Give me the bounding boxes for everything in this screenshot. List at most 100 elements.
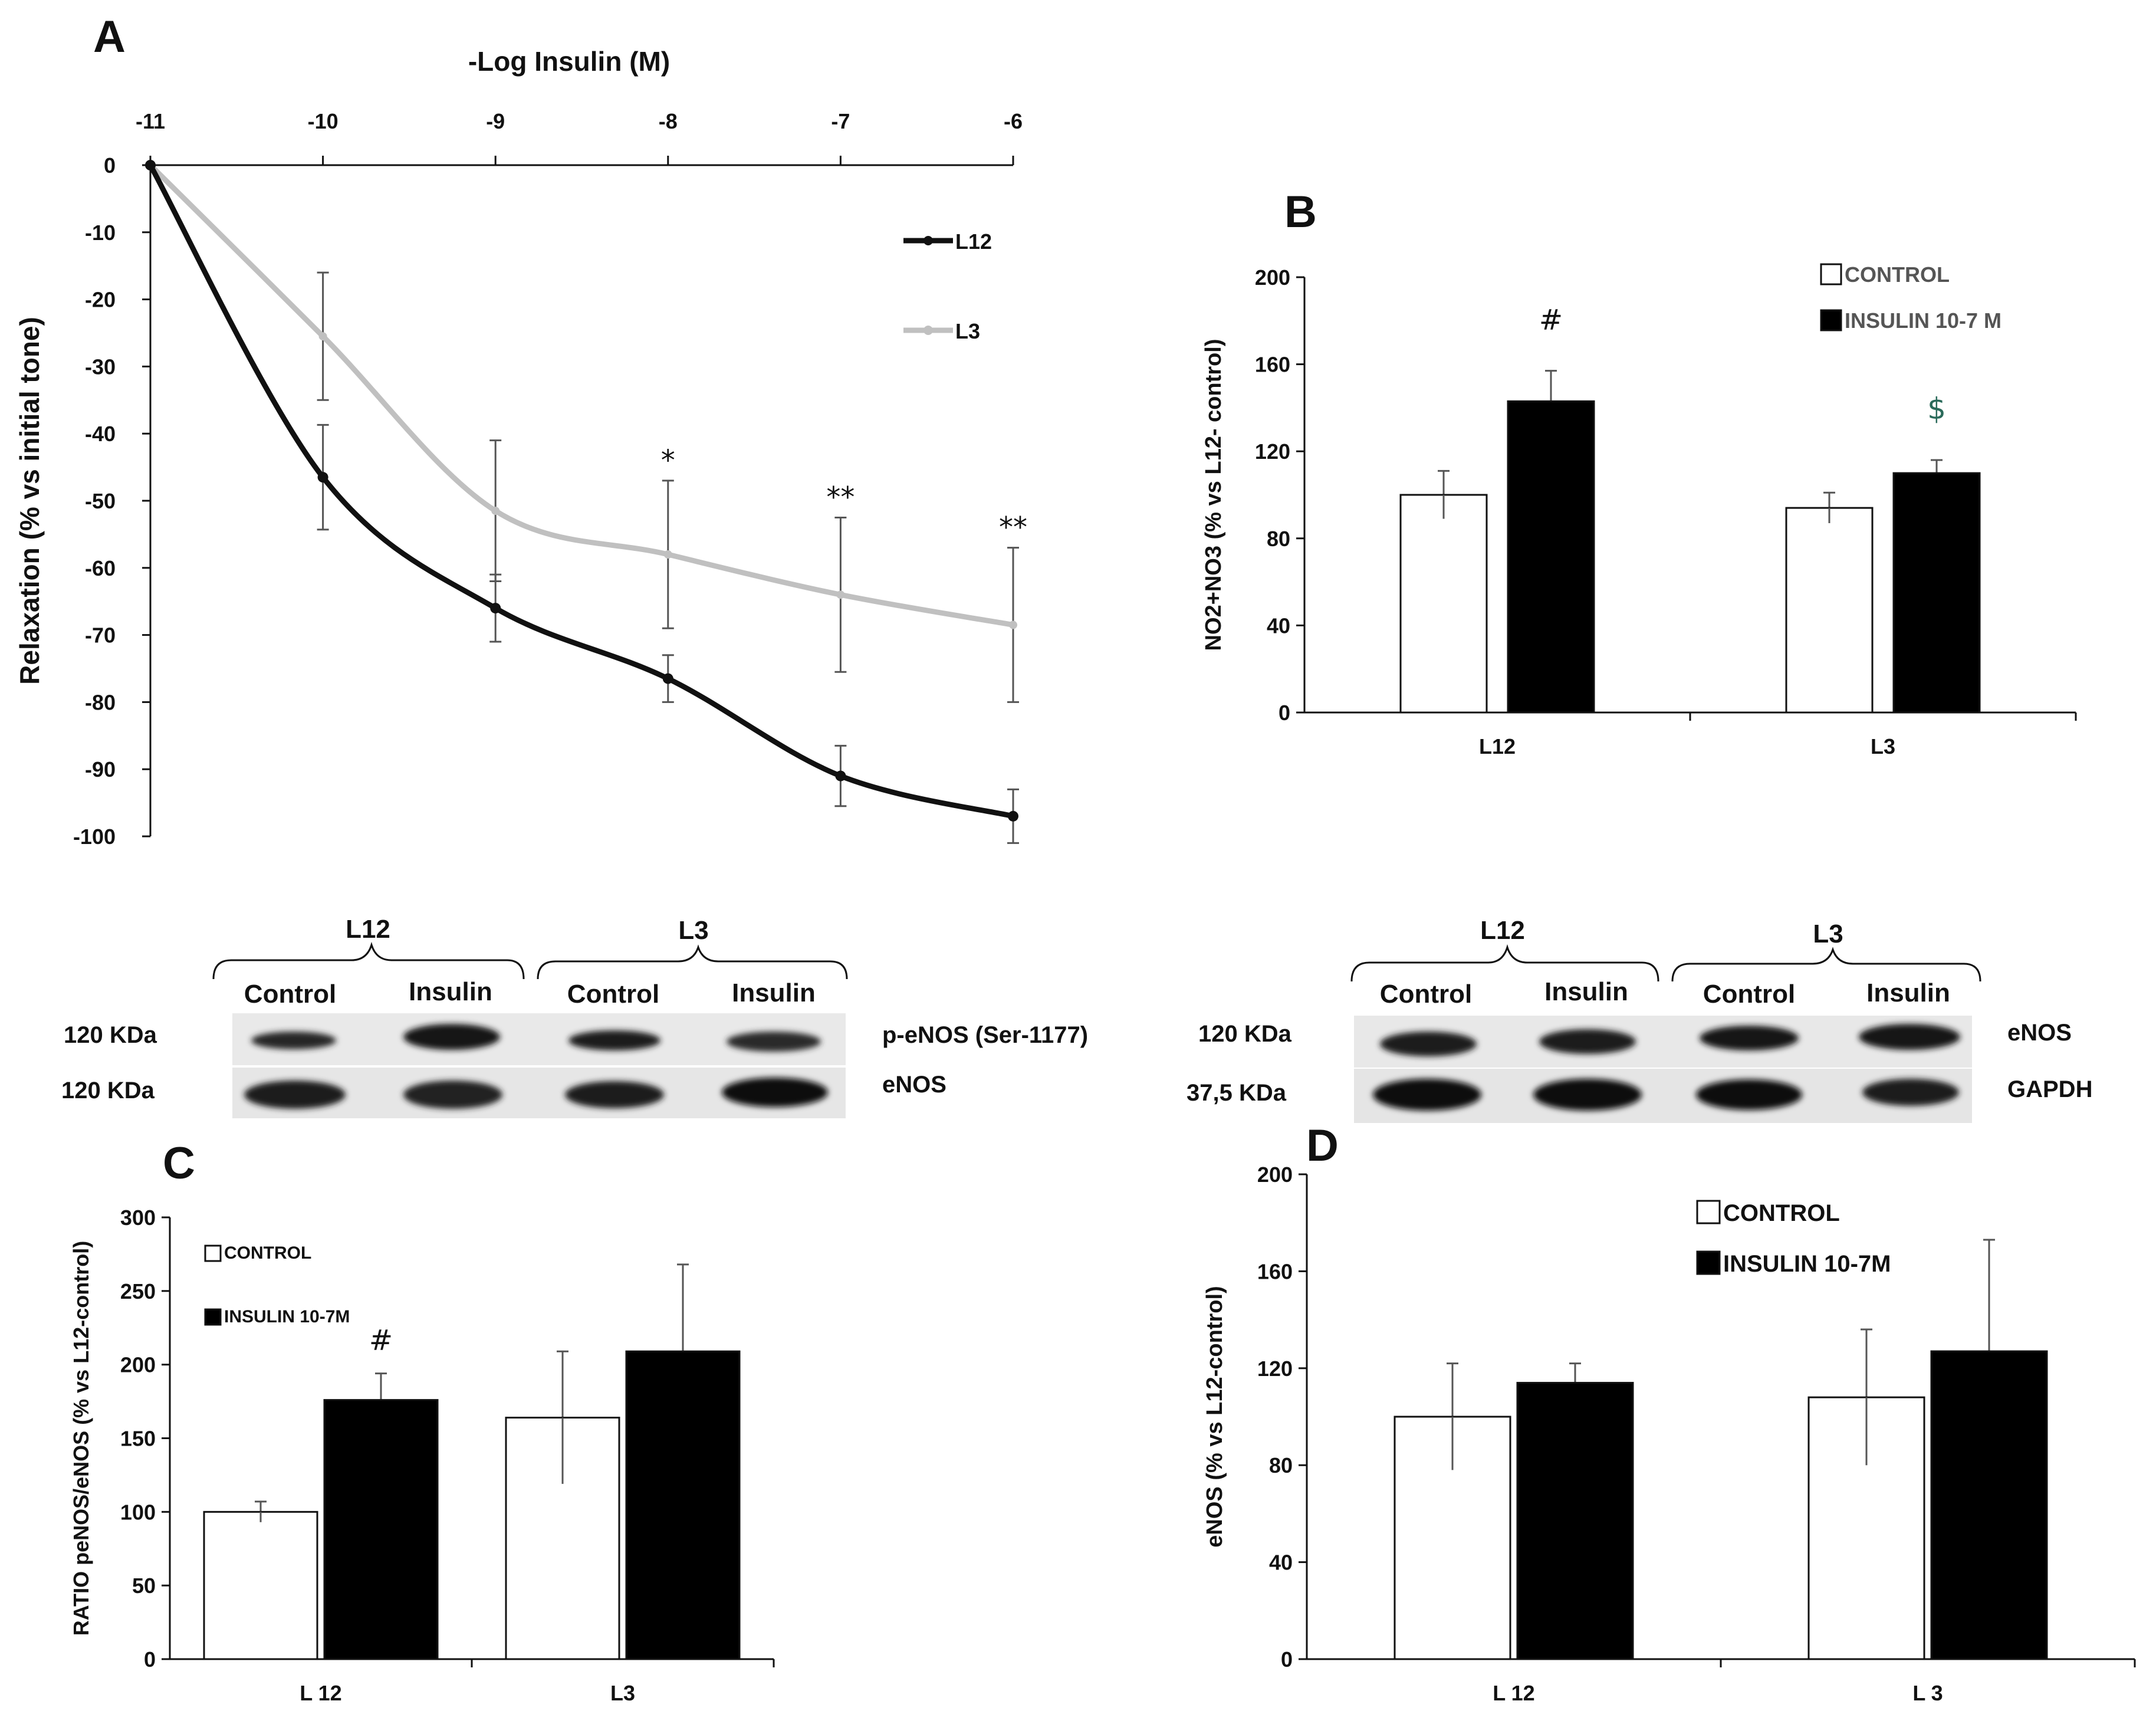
blot-left-band-2-4 xyxy=(722,1078,828,1107)
blot-right-band-2-4 xyxy=(1862,1079,1959,1106)
chart-b-legend-swatch-0 xyxy=(1820,263,1842,285)
chart-c-legend: CONTROL INSULIN 10-7M xyxy=(204,1243,350,1326)
chart-a-y-tick-label: -90 xyxy=(85,757,116,781)
chart-a-point-l12 xyxy=(662,673,673,684)
chart-a-y-tick-label: -40 xyxy=(85,422,116,446)
chart-a-x-tick-label: -9 xyxy=(486,109,505,133)
chart-b-significance-annotation: # xyxy=(1539,304,1563,337)
chart-a-relaxation: -Log Insulin (M)-11 -10 -9 -8 -7 -60-10-20-30… xyxy=(14,46,1027,849)
chart-c-legend-label-1: INSULIN 10-7M xyxy=(224,1307,350,1326)
chart-d-x-tick-label: L 12 xyxy=(1493,1681,1534,1705)
blot-right-lane-3: Control xyxy=(1703,980,1795,1009)
blot-left-band-2-3 xyxy=(565,1081,664,1108)
chart-b-legend-swatch-1 xyxy=(1820,309,1842,331)
chart-a-legend-marker-l3 xyxy=(923,326,933,335)
chart-d-bar-insulin-10-7m xyxy=(1516,1381,1634,1660)
blot-left-band-1-2 xyxy=(403,1024,500,1050)
chart-a-y-tick-label: -100 xyxy=(73,825,116,849)
chart-a-significance-annotation: * xyxy=(661,444,675,477)
western-blot-left: L12 L3 Control Insulin Control Insulin 1… xyxy=(61,915,1088,1118)
blot-right-group-2-label: L3 xyxy=(1813,920,1843,948)
chart-a-significance-annotation: ** xyxy=(999,511,1027,544)
chart-a-x-tick-label: -11 xyxy=(136,109,165,133)
chart-a-point-l3 xyxy=(491,507,500,515)
chart-c-legend-swatch-0 xyxy=(204,1244,222,1262)
chart-a-significance-annotation: ** xyxy=(826,481,854,514)
blot-right-lane-2: Insulin xyxy=(1544,977,1628,1006)
chart-d-x-tick-label: L 3 xyxy=(1912,1681,1943,1705)
chart-a-series-l3 xyxy=(146,161,1019,703)
chart-a-y-axis-title: Relaxation (% vs initial tone) xyxy=(14,317,45,685)
blot-right-band-2-3 xyxy=(1696,1079,1802,1110)
chart-b-bar-insulin-10-7-m xyxy=(1892,472,1981,714)
chart-d-legend: CONTROL INSULIN 10-7M xyxy=(1696,1200,1891,1277)
blot-right-band-1-3 xyxy=(1700,1026,1799,1050)
chart-a-y-tick-label: -20 xyxy=(85,288,116,312)
chart-a-point-l3 xyxy=(663,550,672,559)
panel-letter-c: C xyxy=(163,1138,195,1188)
chart-b-y-tick-label: 80 xyxy=(1267,527,1290,551)
blot-left-group-1-label: L12 xyxy=(346,915,390,944)
blot-right-band-2-1 xyxy=(1373,1079,1481,1111)
chart-b-bar-insulin-10-7-m xyxy=(1507,400,1595,714)
chart-c-y-axis-title: RATIO peNOS/eNOS (% vs L12-control) xyxy=(69,1241,93,1636)
blot-right-band-1-1 xyxy=(1380,1032,1477,1056)
chart-d-y-tick-label: 160 xyxy=(1257,1259,1293,1283)
panel-letter-a: A xyxy=(93,12,126,62)
chart-a-x-tick-label: -8 xyxy=(659,109,678,133)
chart-b-x-tick-label: L3 xyxy=(1871,734,1895,758)
blot-right-band-1-4 xyxy=(1859,1024,1960,1050)
chart-a-y-tick-label: -80 xyxy=(85,690,116,714)
chart-c-significance-annotation: # xyxy=(369,1324,393,1357)
chart-b-legend-label-1: INSULIN 10-7 M xyxy=(1845,308,2001,333)
chart-a-point-l12 xyxy=(317,472,328,483)
blot-left-band-1-4 xyxy=(727,1032,821,1052)
chart-a-y-tick-label: -50 xyxy=(85,489,116,513)
blot-left-lane-1: Control xyxy=(244,980,336,1009)
chart-d-bar-insulin-10-7m xyxy=(1930,1350,2048,1660)
panel-letter-d: D xyxy=(1306,1121,1339,1171)
chart-c-y-tick-label: 150 xyxy=(120,1427,156,1451)
blot-right-brace-2 xyxy=(1671,947,1981,982)
chart-a-y-tick-label: 0 xyxy=(104,153,116,178)
chart-d-y-tick-label: 200 xyxy=(1257,1163,1293,1187)
chart-b-y-tick-label: 0 xyxy=(1279,701,1290,725)
chart-a-y-tick-label: -60 xyxy=(85,556,116,580)
chart-d-legend-label-1: INSULIN 10-7M xyxy=(1723,1251,1891,1277)
blot-left-brace-1 xyxy=(212,941,525,980)
chart-b-legend: CONTROL INSULIN 10-7 M xyxy=(1820,262,2001,333)
chart-d-legend-label-0: CONTROL xyxy=(1723,1200,1840,1226)
blot-left-lane-2: Insulin xyxy=(409,977,492,1006)
chart-b-y-tick-label: 120 xyxy=(1255,439,1290,464)
chart-a-legend-label-l3: L3 xyxy=(955,319,980,343)
chart-a-legend: L12 L3 xyxy=(903,229,992,343)
chart-c-bar-control xyxy=(203,1510,318,1660)
chart-a-legend-label-l12: L12 xyxy=(955,229,992,254)
chart-d-y-tick-label: 80 xyxy=(1269,1453,1293,1477)
chart-a-point-l12 xyxy=(835,770,846,781)
blot-left-band-2-2 xyxy=(403,1081,502,1109)
chart-b-y-tick-label: 40 xyxy=(1267,613,1290,638)
chart-a-legend-marker-l12 xyxy=(923,236,933,245)
chart-c-ratio-penos: 0 50 100 150 200 250 300 RATIO peNOS/eNOS (% vs… xyxy=(69,1206,775,1705)
chart-c-legend-label-0: CONTROL xyxy=(224,1243,311,1263)
chart-a-point-l3 xyxy=(318,332,327,341)
chart-c-y-tick-label: 100 xyxy=(120,1500,156,1524)
chart-b-y-tick-label: 160 xyxy=(1255,353,1290,377)
blot-right-band-1-2 xyxy=(1539,1029,1636,1054)
chart-a-line-l3 xyxy=(148,163,1014,628)
blot-left-band-1-3 xyxy=(568,1030,660,1050)
chart-a-point-l3 xyxy=(836,590,845,599)
blot-right-row-2-kda: 37,5 KDa xyxy=(1187,1080,1287,1106)
blot-left-row-1-protein: p-eNOS (Ser-1177) xyxy=(882,1022,1088,1048)
chart-b-y-axis-title: NO2+NO3 (% vs L12- control) xyxy=(1201,339,1226,651)
chart-a-y-tick-label: -30 xyxy=(85,354,116,379)
chart-a-y-tick-label: -70 xyxy=(85,623,116,648)
chart-c-y-tick-label: 300 xyxy=(120,1206,156,1230)
blot-left-brace-2 xyxy=(537,944,848,980)
chart-d-y-tick-label: 40 xyxy=(1269,1551,1293,1575)
chart-c-x-tick-label: L 12 xyxy=(300,1681,341,1705)
blot-right-group-1-label: L12 xyxy=(1480,916,1525,945)
chart-c-y-tick-label: 0 xyxy=(144,1647,156,1672)
